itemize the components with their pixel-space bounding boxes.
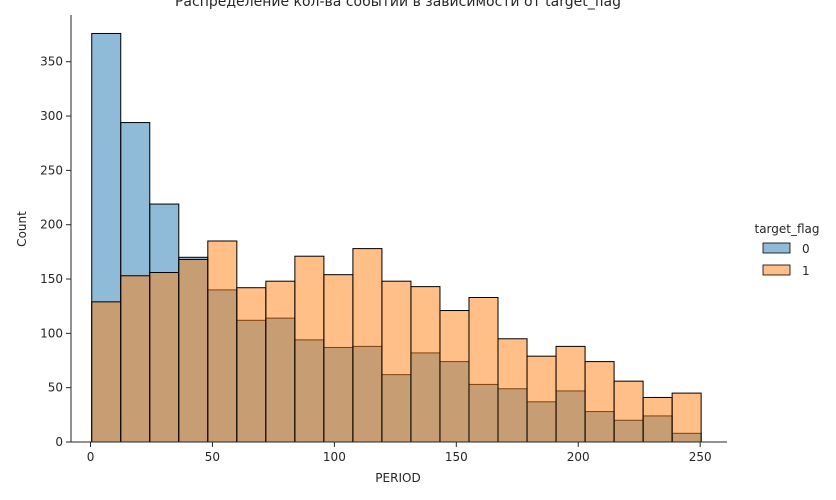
bar-series-1-bin-16 [555,345,586,443]
chart-title: Распределение кол-ва событий в зависимос… [175,0,621,10]
series-1-bars [91,240,702,443]
x-tick-label: 250 [689,450,712,464]
bar-series-1-bin-18 [613,380,644,443]
x-tick-label: 100 [323,450,346,464]
legend: target_flag 0 1 [754,222,819,278]
bar-series-1-bin-13 [468,296,499,443]
y-tick-label: 100 [40,326,63,340]
bar-series-1-bin-9 [352,248,383,443]
bar-series-1-bin-14 [497,338,528,443]
legend-swatch-0 [762,242,791,254]
y-axis-ticks: 0 50 100 150 200 250 300 350 [40,55,71,449]
y-tick-label: 150 [40,272,63,286]
bar-series-1-bin-0 [91,301,122,443]
y-axis-label: Count [15,211,29,247]
bar-series-1-bin-2 [149,272,180,443]
bar-series-1-bin-15 [526,355,557,443]
x-axis-label: PERIOD [375,471,420,485]
bar-series-1-bin-5 [236,287,267,443]
bar-series-1-bin-19 [642,396,673,443]
legend-title: target_flag [754,222,819,236]
bar-series-1-bin-12 [439,310,470,443]
bar-series-1-bin-17 [584,361,615,443]
bar-series-1-bin-3 [178,258,209,443]
bar-series-1-bin-6 [265,280,296,443]
bar-series-1-bin-8 [323,274,354,443]
x-tick-label: 200 [567,450,590,464]
bar-series-1-bin-20 [671,392,702,443]
legend-label-1: 1 [802,264,810,278]
y-tick-label: 0 [55,435,63,449]
y-tick-label: 200 [40,218,63,232]
x-tick-label: 150 [445,450,468,464]
x-tick-label: 50 [205,450,220,464]
x-tick-label: 0 [87,450,95,464]
y-tick-label: 50 [48,381,63,395]
bar-series-1-bin-7 [294,255,325,443]
y-tick-label: 250 [40,163,63,177]
bar-series-1-bin-10 [381,280,412,443]
bar-series-1-bin-11 [410,286,441,443]
legend-label-0: 0 [802,242,810,256]
y-tick-label: 300 [40,109,63,123]
legend-swatch-1 [762,264,791,276]
x-axis-ticks: 0 50 100 150 200 250 [87,442,712,464]
bar-series-1-bin-1 [120,275,151,443]
y-tick-label: 350 [40,55,63,69]
bar-series-1-bin-4 [207,240,238,443]
